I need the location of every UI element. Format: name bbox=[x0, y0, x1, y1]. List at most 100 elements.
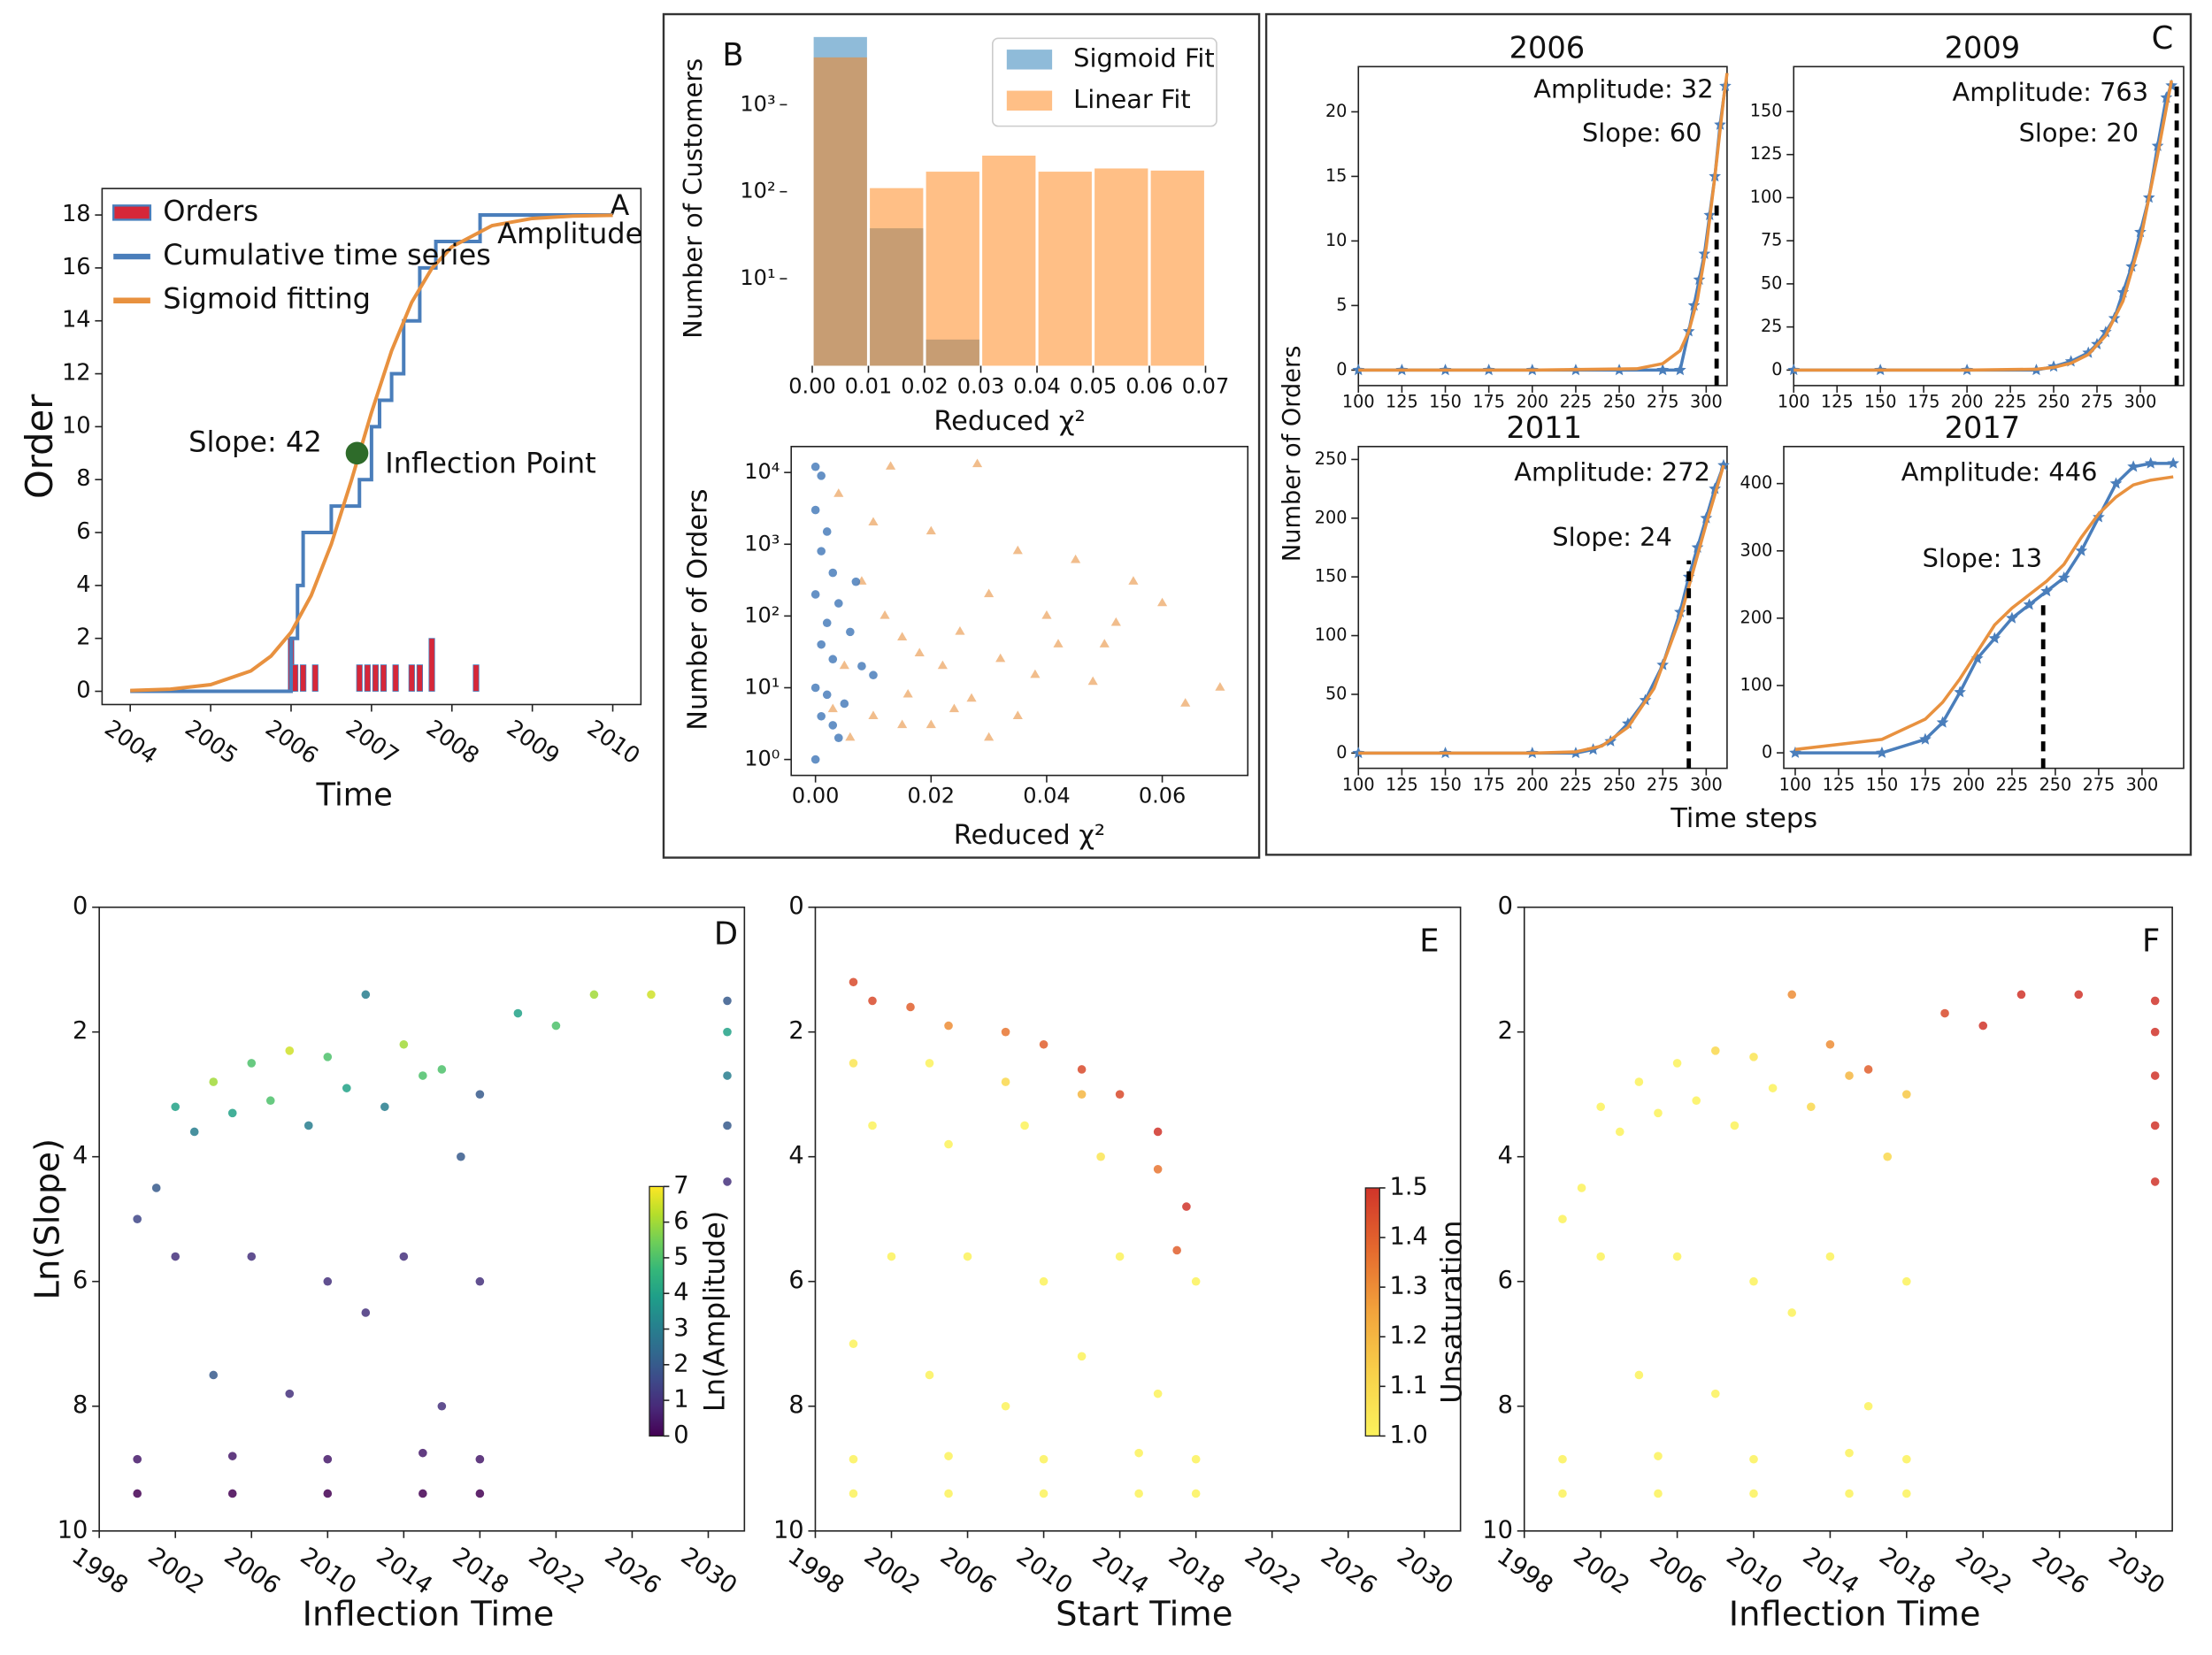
star-marker bbox=[2144, 456, 2157, 469]
scatter-point bbox=[840, 699, 849, 709]
annotation: Slope: 42 bbox=[188, 425, 322, 459]
colorbar-tick-label: 2 bbox=[673, 1350, 688, 1377]
y-tick-label: 100 bbox=[1315, 624, 1348, 645]
x-tick-label: 0.04 bbox=[1013, 374, 1060, 399]
scatter-point bbox=[1182, 1202, 1191, 1211]
y-tick-label: 10² bbox=[744, 602, 780, 627]
star-marker bbox=[1717, 458, 1730, 471]
x-tick-label: 0.01 bbox=[845, 374, 892, 399]
scatter-point bbox=[1039, 1454, 1048, 1464]
scatter-point bbox=[868, 996, 877, 1006]
y-tick-label: 100 bbox=[1750, 187, 1783, 207]
scatter-point bbox=[1902, 1454, 1911, 1464]
x-tick-label: 2002 bbox=[143, 1543, 210, 1600]
scatter-point bbox=[886, 461, 896, 470]
chart: 10¹ 10² 10³ 0.00 0.01 0.02 0.03 0.04 0.05 0.06 0.0… bbox=[678, 36, 1229, 437]
x-tick-label: 2018 bbox=[448, 1543, 514, 1600]
scatter-point bbox=[589, 990, 599, 1000]
legend-label: Linear Fit bbox=[1073, 84, 1191, 114]
legend-label: Sigmoid fitting bbox=[163, 282, 371, 316]
x-tick-label: 1998 bbox=[1492, 1543, 1558, 1600]
scatter-point bbox=[723, 1071, 732, 1080]
scatter-point bbox=[2074, 990, 2084, 1000]
series-line bbox=[1794, 462, 2174, 755]
scatter-point bbox=[1845, 1489, 1854, 1498]
x-tick-label: 2030 bbox=[676, 1543, 742, 1600]
scatter-point bbox=[513, 1008, 523, 1018]
scatter-point bbox=[1558, 1489, 1567, 1498]
y-tick-label: 100 bbox=[1740, 674, 1773, 694]
scatter-point bbox=[926, 525, 936, 535]
scatter-point bbox=[1749, 1276, 1758, 1286]
scatter-point bbox=[817, 711, 826, 721]
star-marker bbox=[1622, 716, 1634, 729]
scatter-point bbox=[846, 627, 855, 637]
star-marker bbox=[2006, 611, 2018, 624]
scatter-point bbox=[133, 1454, 142, 1464]
colorbar-tick-label: 7 bbox=[673, 1172, 688, 1199]
scatter-point bbox=[833, 599, 843, 608]
scatter-point bbox=[1558, 1454, 1567, 1464]
x-tick-label: 2014 bbox=[372, 1543, 438, 1600]
x-tick-label: 100 bbox=[1779, 774, 1812, 794]
y-tick-label: 10³ bbox=[744, 531, 780, 555]
x-tick-label: 2010 bbox=[296, 1543, 362, 1600]
subplot-title: 2011 bbox=[1506, 410, 1582, 445]
scatter-point bbox=[723, 1027, 732, 1037]
x-tick-label: 150 bbox=[1864, 392, 1897, 412]
x-tick-label: 0.06 bbox=[1125, 374, 1172, 399]
scatter-point bbox=[851, 577, 861, 586]
x-axis-label: Inflection Time bbox=[1729, 1594, 1981, 1634]
scatter-point bbox=[1153, 1164, 1163, 1174]
plot-frame bbox=[1357, 65, 1728, 387]
y-tick-label: 0 bbox=[1336, 359, 1347, 379]
scatter-point bbox=[361, 990, 371, 1000]
scatter-point bbox=[475, 1454, 485, 1464]
scatter-point bbox=[1634, 1077, 1644, 1086]
y-tick-label: 6 bbox=[73, 1267, 88, 1294]
y-tick-label: 150 bbox=[1315, 566, 1348, 586]
x-tick-label: 1998 bbox=[66, 1543, 133, 1600]
scatter-point bbox=[897, 719, 908, 729]
scatter-point bbox=[906, 1002, 915, 1012]
x-tick-label: 300 bbox=[1690, 774, 1723, 794]
order-bar bbox=[416, 664, 424, 692]
scatter-point bbox=[868, 710, 879, 719]
y-axis-label: Number of Orders bbox=[1279, 346, 1306, 563]
scatter-point bbox=[361, 1308, 371, 1317]
scatter-point bbox=[723, 1177, 732, 1186]
scatter-point bbox=[1672, 1059, 1682, 1068]
order-bar bbox=[380, 664, 388, 692]
scatter-point bbox=[1096, 1152, 1105, 1161]
colorbar-tick-label: 1.1 bbox=[1390, 1372, 1428, 1399]
scatter-point bbox=[857, 662, 866, 670]
scatter-point bbox=[914, 647, 925, 657]
star-marker bbox=[1970, 652, 1984, 664]
scatter-point bbox=[323, 1053, 333, 1061]
x-tick-label: 2022 bbox=[1951, 1543, 2017, 1600]
y-tick-label: 2 bbox=[1498, 1017, 1513, 1045]
legend-label: Cumulative time series bbox=[163, 238, 491, 272]
scatter-point bbox=[1940, 1008, 1949, 1018]
scatter-point bbox=[1845, 1071, 1854, 1080]
x-tick-label: 125 bbox=[1823, 774, 1855, 794]
y-tick-label: 4 bbox=[73, 1142, 88, 1169]
y-tick-label: 5 bbox=[1336, 295, 1347, 315]
scatter-point bbox=[849, 1489, 858, 1498]
scatter-point bbox=[1749, 1489, 1758, 1498]
order-bar bbox=[291, 664, 299, 692]
histogram-bar bbox=[1038, 172, 1092, 366]
x-tick-label: 2006 bbox=[1645, 1543, 1711, 1600]
panel-letter: B bbox=[722, 37, 743, 73]
x-tick-label: 275 bbox=[2081, 392, 2114, 412]
scatter-point bbox=[399, 1039, 409, 1049]
scatter-point bbox=[1077, 1352, 1087, 1361]
colorbar bbox=[649, 1185, 664, 1437]
scatter-point bbox=[209, 1370, 219, 1380]
y-tick-label: 75 bbox=[1761, 230, 1782, 250]
scatter-point bbox=[828, 721, 838, 730]
scatter-point bbox=[849, 1454, 858, 1464]
x-tick-label: 300 bbox=[1690, 392, 1723, 412]
star-marker bbox=[1954, 686, 1967, 698]
